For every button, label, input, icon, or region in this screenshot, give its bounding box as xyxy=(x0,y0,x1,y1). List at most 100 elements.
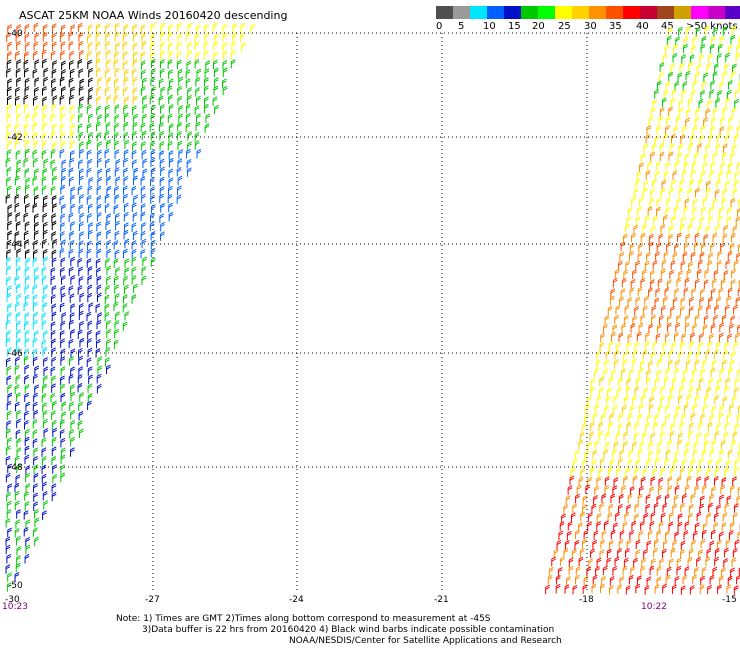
wind-barb xyxy=(670,63,676,73)
wind-barb xyxy=(33,409,39,420)
wind-barb xyxy=(618,412,624,423)
wind-barb xyxy=(678,394,683,405)
wind-barb xyxy=(167,85,173,96)
wind-barb xyxy=(122,32,128,42)
wind-barb xyxy=(691,89,696,100)
wind-barb xyxy=(662,341,668,351)
wind-barb xyxy=(566,530,572,541)
wind-barb xyxy=(124,284,129,295)
wind-barb xyxy=(87,393,93,403)
wind-barb xyxy=(7,24,12,34)
wind-barb xyxy=(646,576,652,586)
wind-barb xyxy=(711,486,717,496)
wind-barb xyxy=(700,170,706,181)
wind-barb xyxy=(726,495,732,505)
wind-barb xyxy=(69,50,75,61)
wind-barb xyxy=(730,521,735,532)
wind-barb xyxy=(600,539,606,549)
wind-barb xyxy=(586,396,592,406)
wind-barb xyxy=(592,574,598,585)
wind-barb xyxy=(50,330,56,340)
wind-barb xyxy=(615,305,621,315)
wind-barb xyxy=(591,583,597,594)
wind-barb xyxy=(641,557,647,568)
wind-barb xyxy=(671,342,677,352)
wind-barb xyxy=(132,24,138,34)
wind-barb xyxy=(702,522,708,532)
wind-barb xyxy=(714,548,720,558)
wind-barb xyxy=(661,305,666,315)
wind-barb xyxy=(733,260,739,270)
wind-barb xyxy=(701,242,706,253)
wind-barb xyxy=(104,68,110,79)
wind-barb xyxy=(14,275,20,286)
wind-barb xyxy=(78,103,84,114)
wind-barb xyxy=(132,42,138,52)
wind-barb xyxy=(724,547,729,558)
wind-barb xyxy=(68,212,74,223)
wind-barb xyxy=(96,373,102,384)
wind-barb xyxy=(87,266,93,276)
wind-barb xyxy=(132,76,138,87)
scale-swatch xyxy=(538,6,555,19)
scale-swatch xyxy=(623,6,640,19)
wind-barb xyxy=(613,394,619,405)
wind-barb xyxy=(712,566,718,577)
wind-barb xyxy=(565,495,571,505)
wind-barb xyxy=(131,185,137,196)
footer-line-2: 3)Data buffer is 22 hrs from 20160420 4)… xyxy=(142,625,555,635)
wind-barb xyxy=(564,584,570,594)
wind-barb xyxy=(669,350,674,360)
wind-barb xyxy=(6,256,11,267)
wind-barb xyxy=(150,42,155,52)
wind-barb xyxy=(151,68,156,78)
wind-barb xyxy=(701,80,707,91)
wind-barb xyxy=(203,103,209,114)
wind-barb xyxy=(598,430,604,441)
wind-barb xyxy=(720,242,725,253)
wind-barb xyxy=(60,447,66,457)
wind-barb xyxy=(589,431,595,441)
wind-barb xyxy=(132,141,137,151)
wind-barb xyxy=(623,315,629,325)
wind-barb xyxy=(667,476,673,486)
wind-barb xyxy=(16,329,21,339)
wind-barb xyxy=(96,248,102,259)
wind-barb xyxy=(60,356,66,366)
wind-barb xyxy=(16,77,21,87)
wind-barb xyxy=(51,383,56,393)
wind-barb xyxy=(68,31,74,42)
wind-barb xyxy=(686,394,692,405)
wind-barb xyxy=(626,341,632,352)
wind-barb xyxy=(692,574,697,585)
wind-barb xyxy=(42,346,48,357)
wind-barb xyxy=(718,206,724,217)
wind-barb xyxy=(645,332,650,342)
wind-barb xyxy=(606,548,612,559)
wind-barb xyxy=(671,584,677,594)
wind-barb xyxy=(693,530,698,541)
wind-barb xyxy=(702,324,708,334)
wind-barb xyxy=(5,536,11,547)
wind-barb xyxy=(666,279,672,289)
wind-barb xyxy=(582,458,587,469)
wind-barb xyxy=(24,338,30,348)
wind-barb xyxy=(140,203,146,213)
wind-barb xyxy=(685,233,691,244)
wind-barb xyxy=(673,494,679,505)
wind-barb xyxy=(106,328,112,339)
wind-barb xyxy=(15,167,21,178)
wind-barb xyxy=(582,504,587,514)
wind-barb xyxy=(177,130,182,141)
wind-barb xyxy=(115,176,121,186)
wind-barb xyxy=(77,285,83,295)
wind-barb xyxy=(86,104,92,114)
wind-barb xyxy=(596,350,602,361)
wind-barb xyxy=(672,252,678,262)
wind-barb xyxy=(41,86,47,96)
wind-barb xyxy=(660,467,666,477)
wind-barb xyxy=(88,302,94,312)
wind-barb xyxy=(732,431,738,441)
wind-barb xyxy=(707,260,713,270)
wind-barb xyxy=(731,25,737,36)
